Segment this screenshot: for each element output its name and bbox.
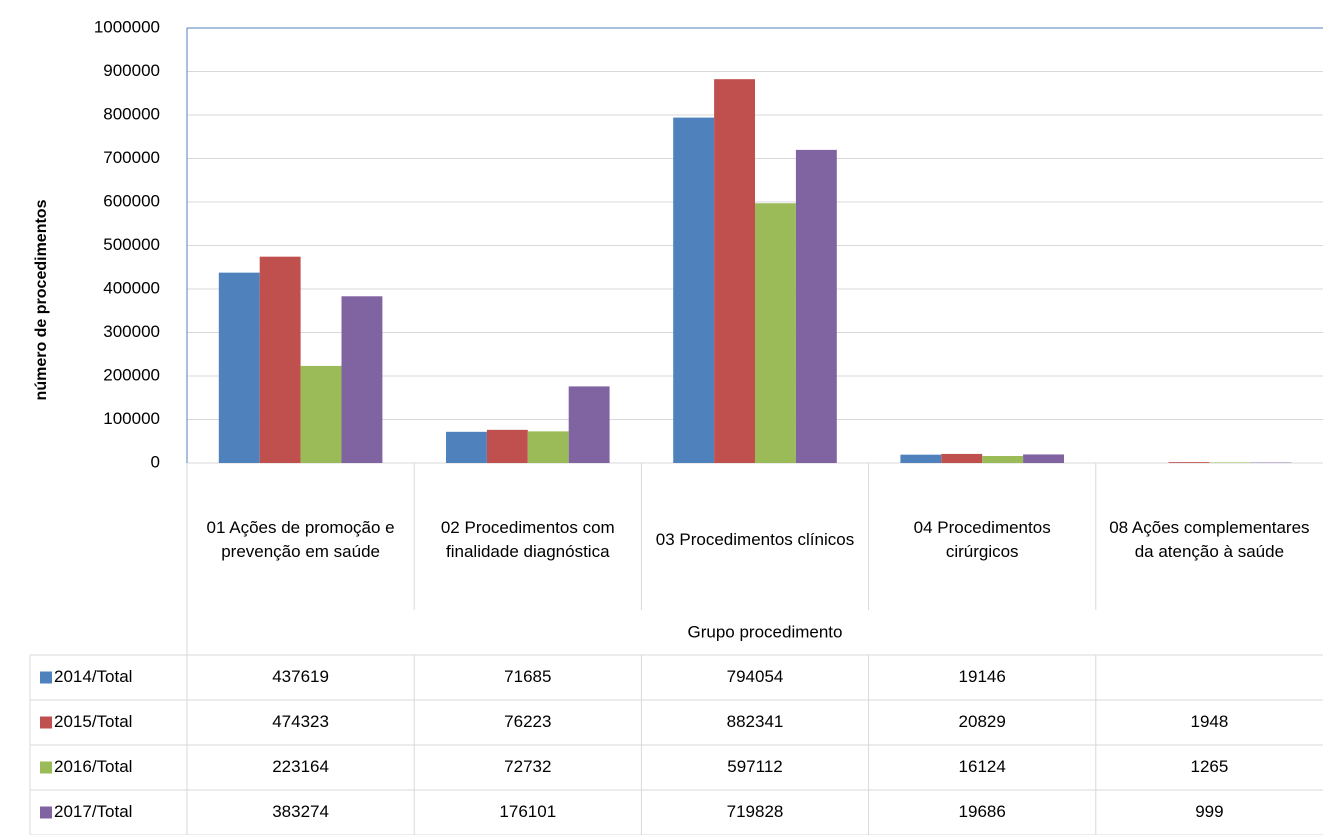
table-cell: 19686 — [959, 802, 1006, 821]
y-tick-label: 1000000 — [94, 17, 160, 36]
x-tick-label: 03 Procedimentos clínicos — [655, 530, 855, 549]
y-tick-label: 0 — [151, 452, 160, 471]
x-tick-label: 04 Procedimentos cirúrgicos — [913, 518, 1051, 561]
table-cell: 719828 — [727, 802, 784, 821]
y-tick-label: 900000 — [103, 61, 160, 80]
bar — [446, 431, 487, 463]
table-cell: 1948 — [1190, 712, 1228, 731]
x-tick-label: 01 Ações de promoção e prevenção em saúd… — [206, 518, 395, 561]
bar — [714, 79, 755, 463]
y-tick-label: 200000 — [103, 365, 160, 384]
table-cell: 882341 — [727, 712, 784, 731]
legend-label: 2016/Total — [54, 757, 132, 776]
legend-key — [40, 716, 52, 729]
table-cell: 20829 — [959, 712, 1006, 731]
y-tick-label: 100000 — [103, 409, 160, 428]
legend-key — [40, 761, 52, 774]
bar — [568, 386, 610, 463]
legend-label: 2015/Total — [54, 712, 132, 731]
bar — [300, 365, 342, 463]
table-cell: 597112 — [727, 757, 782, 776]
table-cell: 794054 — [727, 667, 784, 686]
legend-label: 2017/Total — [54, 802, 132, 821]
table-cell: 19146 — [959, 667, 1006, 686]
bar — [218, 272, 260, 463]
table-cell: 383274 — [272, 802, 329, 821]
bar — [673, 117, 715, 463]
bar — [755, 203, 796, 463]
table-cell: 223164 — [272, 757, 329, 776]
legend-key — [40, 671, 52, 684]
bar — [982, 455, 1024, 463]
table-cell: 176101 — [499, 802, 556, 821]
bar — [527, 431, 569, 463]
y-axis-title: número de procedimentos — [33, 199, 50, 400]
y-tick-label: 600000 — [103, 191, 160, 210]
table-cell: 72732 — [504, 757, 551, 776]
y-tick-label: 300000 — [103, 322, 160, 341]
table-cell: 16124 — [959, 757, 1006, 776]
bar — [259, 256, 301, 463]
bar — [341, 296, 383, 463]
y-tick-label: 500000 — [103, 235, 160, 254]
bar — [1209, 462, 1251, 463]
table-cell: 437619 — [272, 667, 329, 686]
table-cell: 71685 — [504, 667, 551, 686]
y-tick-label: 800000 — [103, 104, 160, 123]
y-tick-label: 700000 — [103, 148, 160, 167]
table-cell: 76223 — [504, 712, 551, 731]
table-cell: 1265 — [1190, 757, 1228, 776]
bar — [795, 149, 837, 463]
bar — [941, 453, 983, 463]
bar — [1023, 454, 1064, 463]
bar — [1168, 462, 1210, 463]
x-tick-label: 08 Ações complementares da atenção à saú… — [1109, 518, 1310, 561]
table-cell: 999 — [1195, 802, 1223, 821]
table-cell: 474323 — [272, 712, 329, 731]
legend-key — [40, 806, 52, 819]
x-tick-label: 02 Procedimentos com finalidade diagnóst… — [440, 518, 615, 561]
x-axis-title: Grupo procedimento — [688, 622, 843, 641]
bar — [900, 454, 942, 463]
bar — [486, 429, 528, 463]
y-tick-label: 400000 — [103, 278, 160, 297]
legend-label: 2014/Total — [54, 667, 132, 686]
